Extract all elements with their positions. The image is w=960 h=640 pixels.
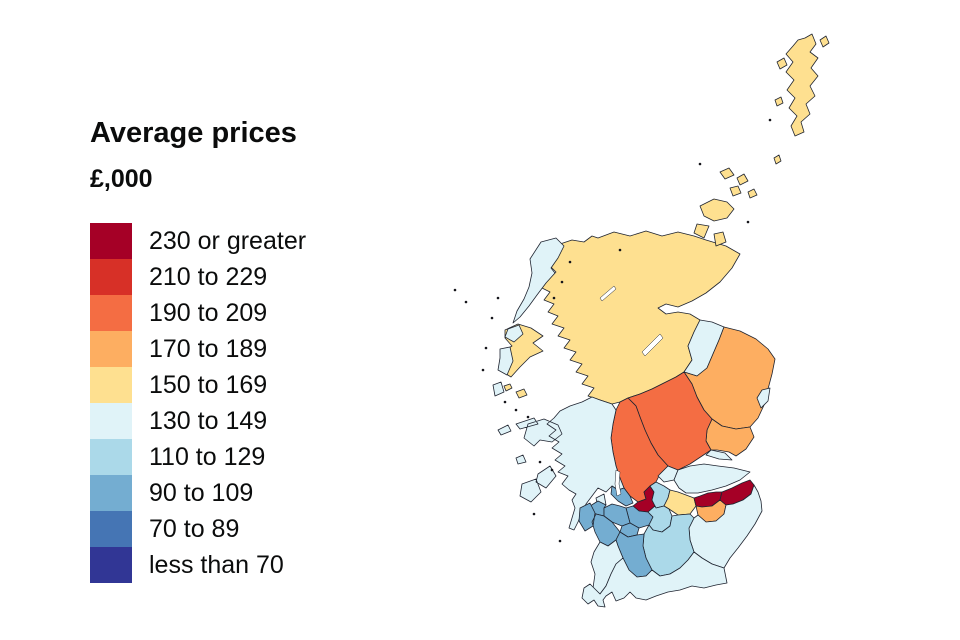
islet-speck bbox=[464, 300, 468, 304]
islet-speck bbox=[698, 162, 702, 166]
legend-band-row: 210 to 229 bbox=[90, 259, 306, 295]
islet-speck bbox=[558, 539, 562, 543]
islet-speck bbox=[568, 260, 572, 264]
legend-band-label: 90 to 109 bbox=[149, 479, 254, 507]
legend-band-row: 190 to 209 bbox=[90, 295, 306, 331]
legend-band-label: 190 to 209 bbox=[149, 299, 268, 327]
map-region-highland: Highland — 150 to 169 bbox=[501, 230, 741, 405]
legend-swatch bbox=[90, 223, 132, 259]
islet-speck bbox=[538, 460, 542, 464]
legend-swatch bbox=[90, 475, 132, 511]
loch-shin bbox=[599, 285, 617, 302]
legend-swatch bbox=[90, 511, 132, 547]
legend-band-label: 170 to 189 bbox=[149, 335, 268, 363]
map-region-orkney: Orkney Islands — 150 to 169 bbox=[693, 167, 758, 247]
map-region-scottish-borders: Scottish Borders — 130 to 149 bbox=[688, 484, 763, 569]
islet-speck bbox=[496, 296, 500, 300]
legend-swatch bbox=[90, 331, 132, 367]
map-region-dumfries-and-galloway: Dumfries and Galloway — 130 to 149 bbox=[581, 551, 728, 608]
legend-swatch bbox=[90, 547, 132, 583]
map-region-aberdeen-city: Aberdeen City — 130 to 149 bbox=[756, 387, 771, 409]
legend-band-label: 110 to 129 bbox=[149, 443, 266, 471]
legend: Average prices £,000 230 or greater 210 t… bbox=[90, 117, 306, 583]
legend-band-row: 70 to 89 bbox=[90, 511, 306, 547]
map-region-na-h-eileanan-siar: Na h-Eileanan Siar — 130 to 149 bbox=[492, 237, 565, 397]
map-region-dundee-city: Dundee City — 130 to 149 bbox=[705, 449, 733, 461]
legend-swatch bbox=[90, 259, 132, 295]
legend-band-label: 70 to 89 bbox=[149, 515, 240, 543]
legend-band-row: 170 to 189 bbox=[90, 331, 306, 367]
legend-swatch bbox=[90, 295, 132, 331]
legend-band-row: less than 70 bbox=[90, 547, 306, 583]
map-region-fife: Fife — 130 to 149 bbox=[673, 463, 751, 494]
islet-speck bbox=[768, 118, 772, 122]
islet-speck bbox=[526, 415, 530, 419]
loch-ness bbox=[641, 333, 664, 357]
islet-speck bbox=[514, 408, 518, 412]
islet-speck bbox=[618, 248, 622, 252]
legend-bands: 230 or greater 210 to 229 190 to 209 170 to… bbox=[90, 223, 306, 583]
legend-band-row: 110 to 129 bbox=[90, 439, 306, 475]
legend-band-label: less than 70 bbox=[149, 551, 284, 579]
islet-speck bbox=[453, 288, 457, 292]
legend-band-row: 150 to 169 bbox=[90, 367, 306, 403]
islet-speck bbox=[490, 316, 494, 320]
islet-speck bbox=[550, 468, 554, 472]
islet-speck bbox=[532, 512, 536, 516]
legend-band-label: 230 or greater bbox=[149, 227, 307, 255]
loch-lomond bbox=[614, 469, 622, 497]
legend-band-row: 130 to 149 bbox=[90, 403, 306, 439]
legend-band-label: 150 to 169 bbox=[149, 371, 268, 399]
islet-speck bbox=[481, 368, 485, 372]
islet-speck bbox=[560, 280, 564, 284]
legend-band-row: 90 to 109 bbox=[90, 475, 306, 511]
map-region-shetland: Shetland Islands — 150 to 169 bbox=[773, 33, 830, 165]
legend-swatch bbox=[90, 403, 132, 439]
legend-swatch bbox=[90, 439, 132, 475]
legend-band-label: 130 to 149 bbox=[149, 407, 268, 435]
legend-subtitle: £,000 bbox=[90, 165, 153, 193]
islet-speck bbox=[503, 400, 507, 404]
islet-speck bbox=[746, 220, 750, 224]
legend-swatch bbox=[90, 367, 132, 403]
islet-speck bbox=[484, 346, 488, 350]
legend-band-row: 230 or greater bbox=[90, 223, 306, 259]
legend-band-label: 210 to 229 bbox=[149, 263, 268, 291]
legend-title: Average prices bbox=[90, 117, 297, 149]
islet-speck bbox=[552, 296, 556, 300]
